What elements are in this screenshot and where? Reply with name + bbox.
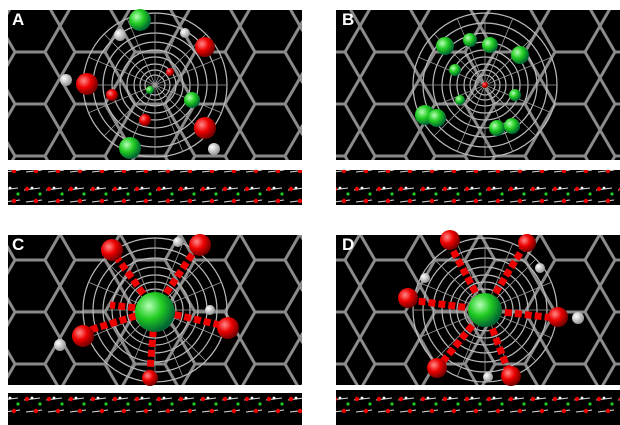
atom: [60, 74, 72, 86]
atom: [572, 312, 584, 324]
atom: [501, 366, 521, 386]
atom: [194, 117, 216, 139]
panel-b: B: [336, 10, 620, 205]
atom: [420, 273, 430, 283]
atom: [504, 118, 520, 134]
atom: [195, 37, 215, 57]
atom: [548, 307, 568, 327]
atom: [129, 9, 151, 31]
atom: [509, 89, 521, 101]
atom: [398, 288, 418, 308]
atom: [208, 143, 220, 155]
atom: [535, 263, 545, 273]
atom: [189, 234, 211, 256]
panel-label: A: [12, 10, 24, 29]
body: A B C: [0, 0, 620, 425]
atom: [455, 95, 465, 105]
atom: [142, 370, 158, 386]
atom: [511, 46, 529, 64]
background: [336, 170, 620, 205]
panel-label: D: [342, 235, 354, 254]
atom: [463, 33, 477, 47]
atom: [180, 28, 190, 38]
figure: A B C: [0, 0, 620, 425]
atom: [72, 325, 94, 347]
atom: [428, 109, 446, 127]
atom: [76, 73, 98, 95]
atom: [184, 92, 200, 108]
atom: [436, 37, 454, 55]
atom: [489, 120, 505, 136]
panel-c: C: [8, 234, 302, 425]
atom: [101, 239, 123, 261]
atom: [205, 305, 215, 315]
atom: [54, 339, 66, 351]
atom: [217, 317, 239, 339]
atom: [427, 358, 447, 378]
atom: [483, 372, 493, 382]
atom: [518, 234, 536, 252]
background: [8, 170, 302, 205]
panel-a: A: [8, 9, 302, 205]
background: [8, 393, 302, 425]
page: Nanotube panels {"panels": [{"label": "A…: [0, 0, 620, 425]
atom: [440, 230, 460, 250]
atom: [166, 68, 174, 76]
panel-label: C: [12, 235, 24, 254]
atom: [173, 237, 183, 247]
atom: [468, 293, 502, 327]
atom: [146, 86, 154, 94]
atom: [114, 29, 126, 41]
atom: [139, 114, 151, 126]
atom: [106, 89, 118, 101]
atom: [135, 292, 175, 332]
atom: [449, 64, 461, 76]
panel-d: D: [336, 230, 620, 425]
atom: [482, 37, 498, 53]
panel-label: B: [342, 10, 354, 29]
atom: [482, 82, 488, 88]
background: [336, 390, 620, 425]
atom: [119, 137, 141, 159]
